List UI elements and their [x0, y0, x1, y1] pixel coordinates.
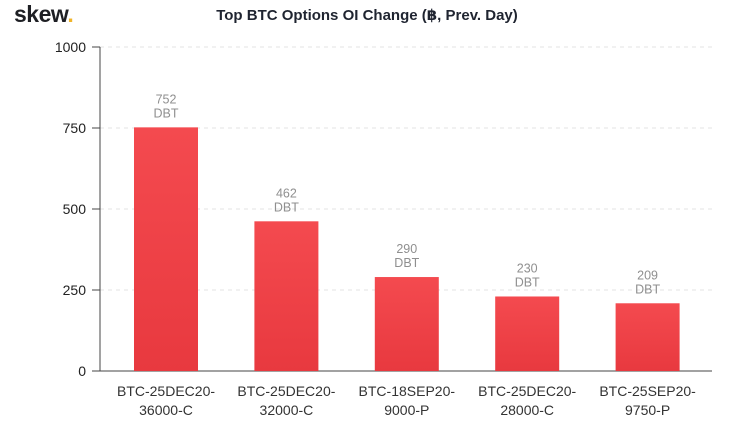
x-category-label: BTC-25DEC20- 28000-C [478, 383, 576, 418]
bar-unit-label: DBT [635, 282, 660, 296]
bar[interactable] [254, 221, 319, 371]
chart-title: Top BTC Options OI Change (฿, Prev. Day) [216, 7, 518, 24]
x-category-label-line: BTC-25DEC20- [117, 383, 215, 399]
brand-name: skew [14, 1, 68, 27]
x-category-label: BTC-25DEC20- 32000-C [237, 383, 335, 418]
bar[interactable] [374, 277, 439, 371]
y-tick-label: 750 [63, 120, 87, 136]
bar-value-label: 290 [396, 242, 417, 256]
bar-unit-label: DBT [274, 200, 299, 214]
bar-unit-label: DBT [394, 256, 419, 270]
bar[interactable] [615, 303, 680, 371]
bar-value-label: 462 [276, 186, 297, 200]
x-category-label-line: 9750-P [625, 402, 670, 418]
bar-unit-label: DBT [154, 106, 179, 120]
bar-value-label: 230 [517, 261, 538, 275]
x-category-label: BTC-25SEP20- 9750-P [599, 383, 696, 418]
x-category-label-line: BTC-25DEC20- [478, 383, 576, 399]
x-category-label: BTC-18SEP20- 9000-P [359, 383, 456, 418]
brand-logo: skew. [14, 1, 74, 28]
x-category-label-line: 28000-C [500, 402, 554, 418]
x-category-label-line: BTC-25SEP20- [599, 383, 696, 399]
y-tick-label: 250 [63, 282, 87, 298]
y-tick-label: 1000 [55, 39, 86, 55]
bar-value-label: 752 [156, 92, 177, 106]
x-category-label-line: 9000-P [384, 402, 429, 418]
bar[interactable] [134, 127, 198, 372]
x-category-label-line: 32000-C [260, 402, 314, 418]
x-category-label-line: BTC-18SEP20- [359, 383, 456, 399]
brand-dot: . [67, 1, 74, 27]
y-tick-label: 500 [63, 201, 87, 217]
x-category-label: BTC-25DEC20- 36000-C [117, 383, 215, 418]
y-tick-label: 0 [78, 363, 86, 379]
bar-value-label: 209 [637, 268, 658, 282]
x-category-label-line: BTC-25DEC20- [237, 383, 335, 399]
bar-unit-label: DBT [515, 275, 540, 289]
x-category-label-line: 36000-C [139, 402, 193, 418]
bar[interactable] [495, 296, 560, 371]
